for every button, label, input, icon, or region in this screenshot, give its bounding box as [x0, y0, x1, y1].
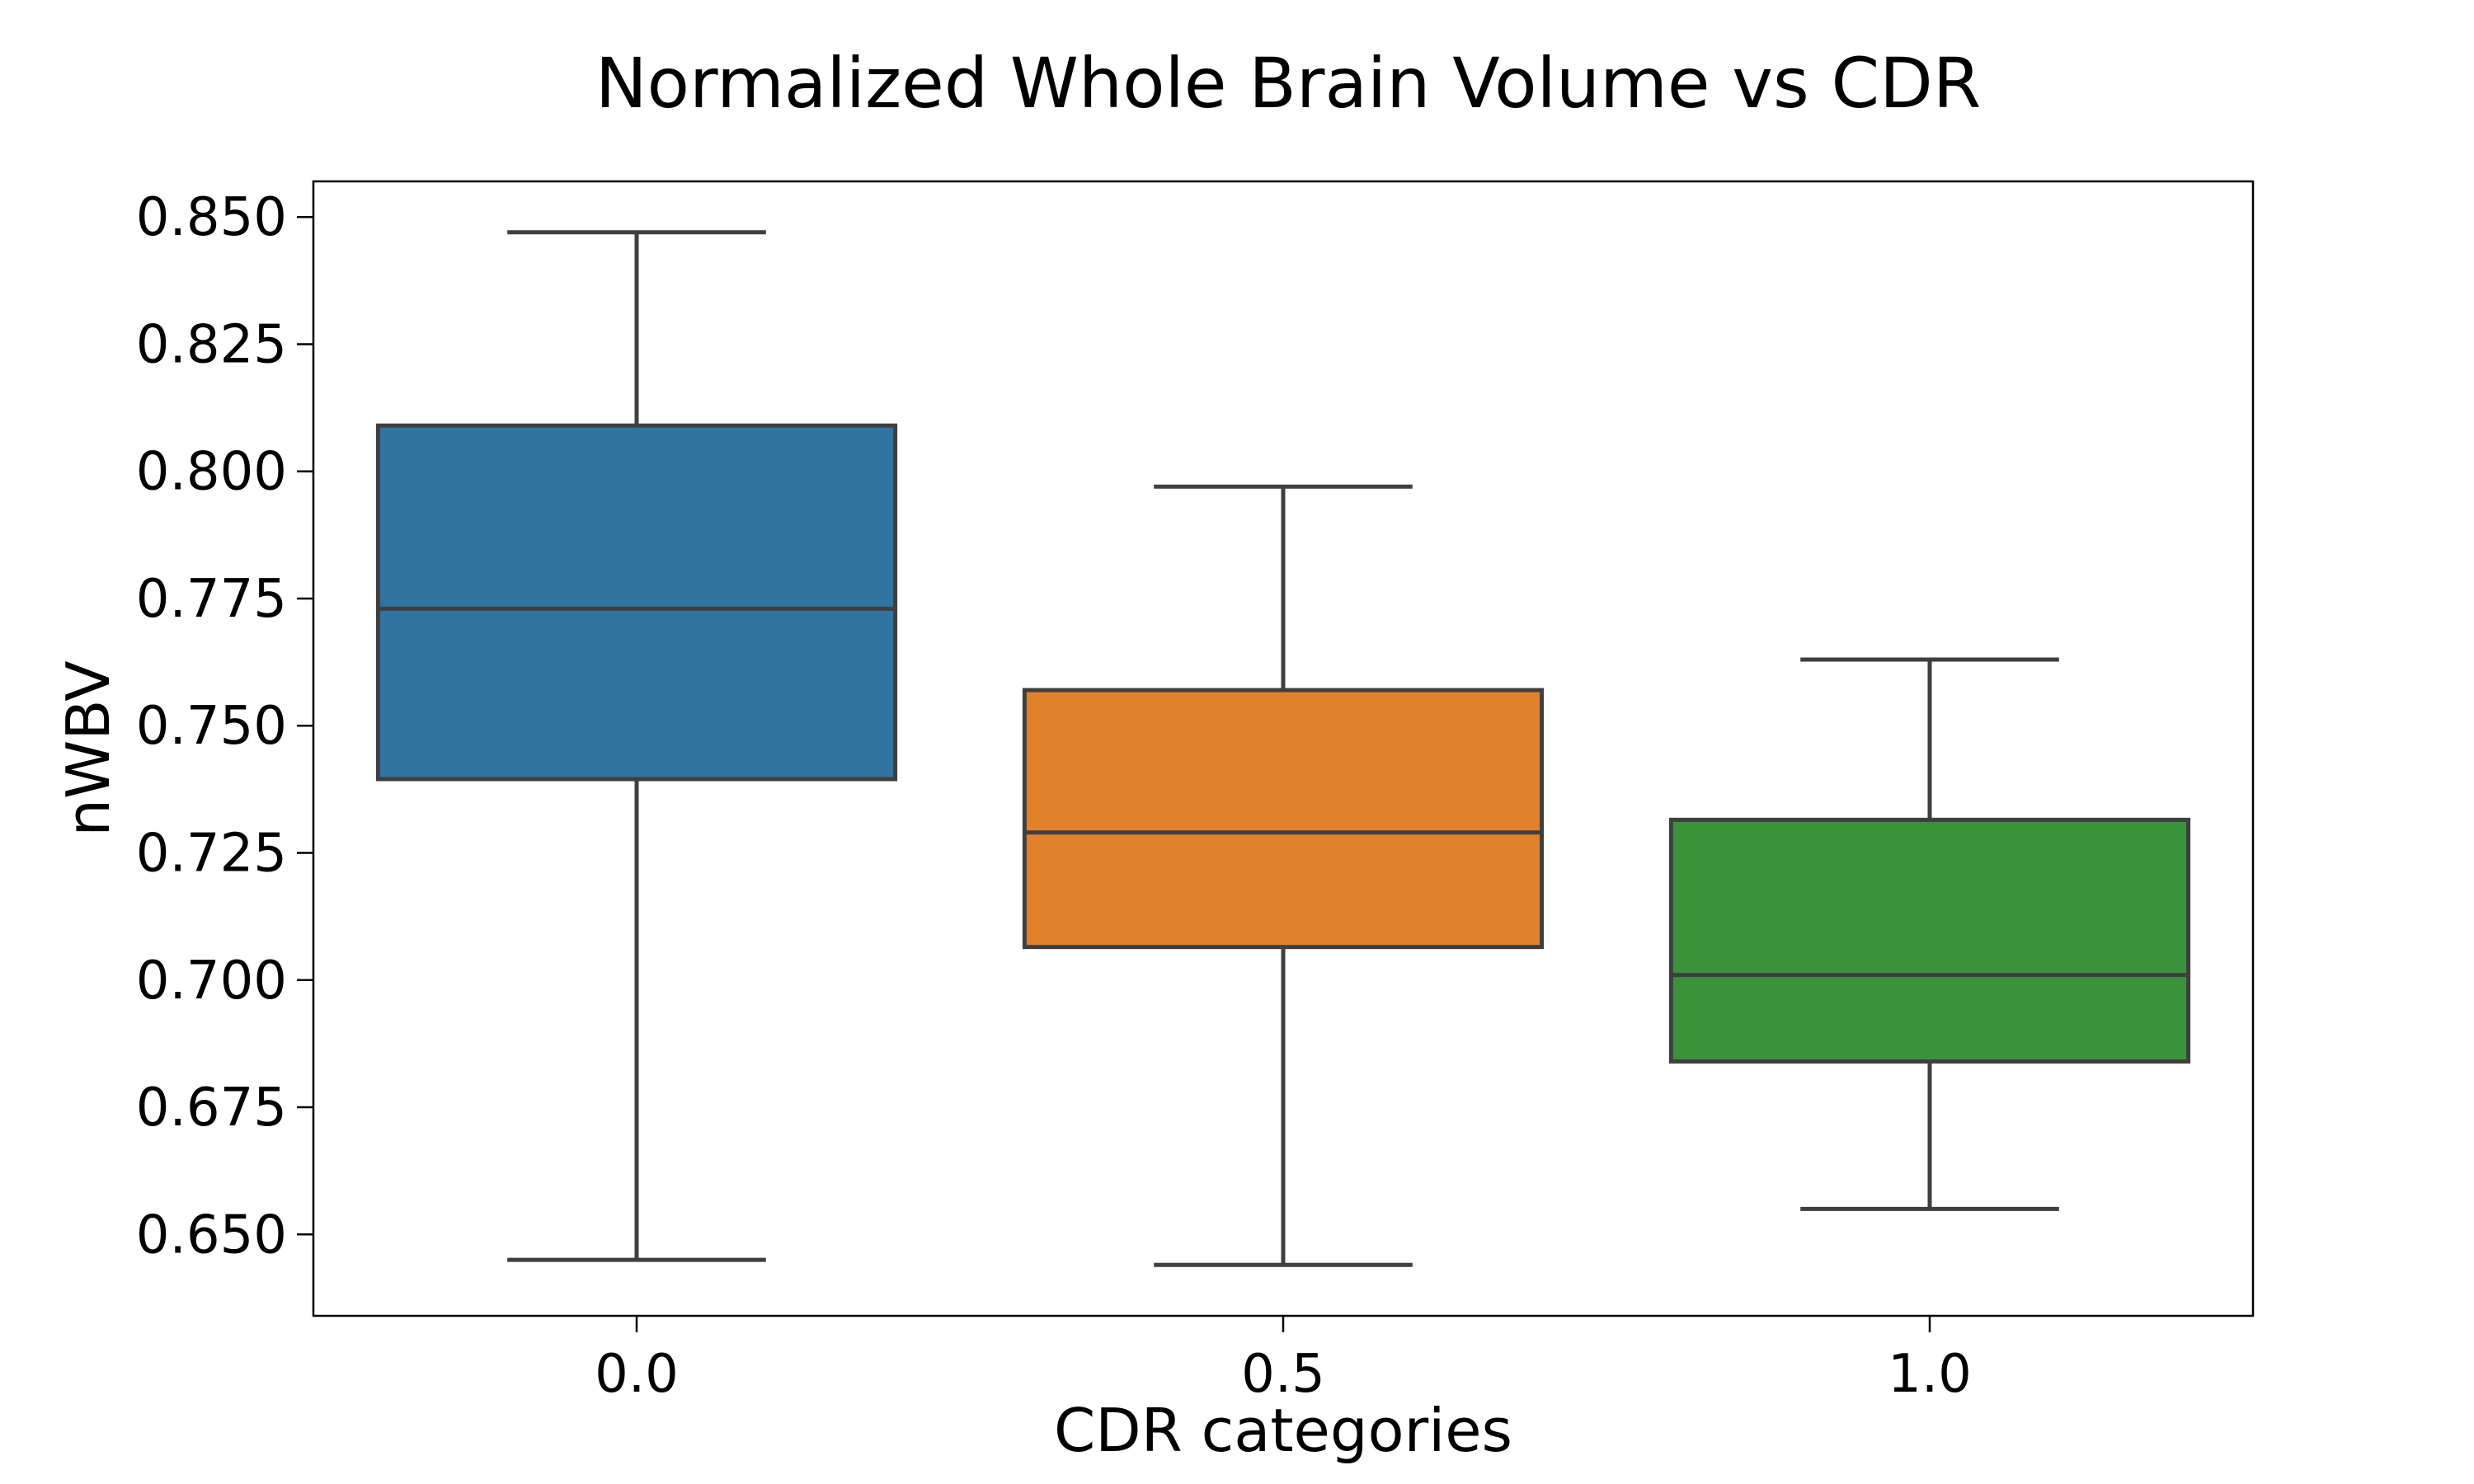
iqr-box: [1668, 817, 2191, 1064]
y-tick-label: 0.825: [136, 314, 287, 375]
y-tick-label: 0.800: [136, 442, 287, 503]
y-axis: 0.650 0.675 0.700 0.725 0.750 0.775 0.800 0.825…: [136, 187, 313, 1266]
y-tick-label: 0.775: [136, 569, 287, 630]
y-tick-label: 0.725: [136, 823, 287, 884]
x-tick-label: 1.0: [1888, 1344, 1972, 1405]
y-tick-label: 0.700: [136, 951, 287, 1012]
box-group-0-0: [375, 230, 898, 1262]
x-axis-label: CDR categories: [1054, 1396, 1512, 1465]
y-tick-label: 0.650: [136, 1205, 287, 1266]
y-tick-label: 0.675: [136, 1078, 287, 1139]
x-tick-label: 0.0: [595, 1344, 679, 1405]
box-group-1-0: [1668, 657, 2191, 1211]
x-tick-label: 0.5: [1241, 1344, 1325, 1405]
iqr-box: [1022, 688, 1545, 950]
boxes-layer: [375, 230, 2191, 1267]
iqr-box: [375, 423, 898, 782]
y-tick-label: 0.750: [136, 696, 287, 757]
y-tick-label: 0.850: [136, 187, 287, 248]
chart-title: Normalized Whole Brain Volume vs CDR: [595, 43, 1982, 124]
y-axis-label: nWBV: [54, 660, 123, 836]
box-group-0-5: [1022, 484, 1545, 1267]
x-axis: 0.0 0.5 1.0: [595, 1316, 1972, 1405]
